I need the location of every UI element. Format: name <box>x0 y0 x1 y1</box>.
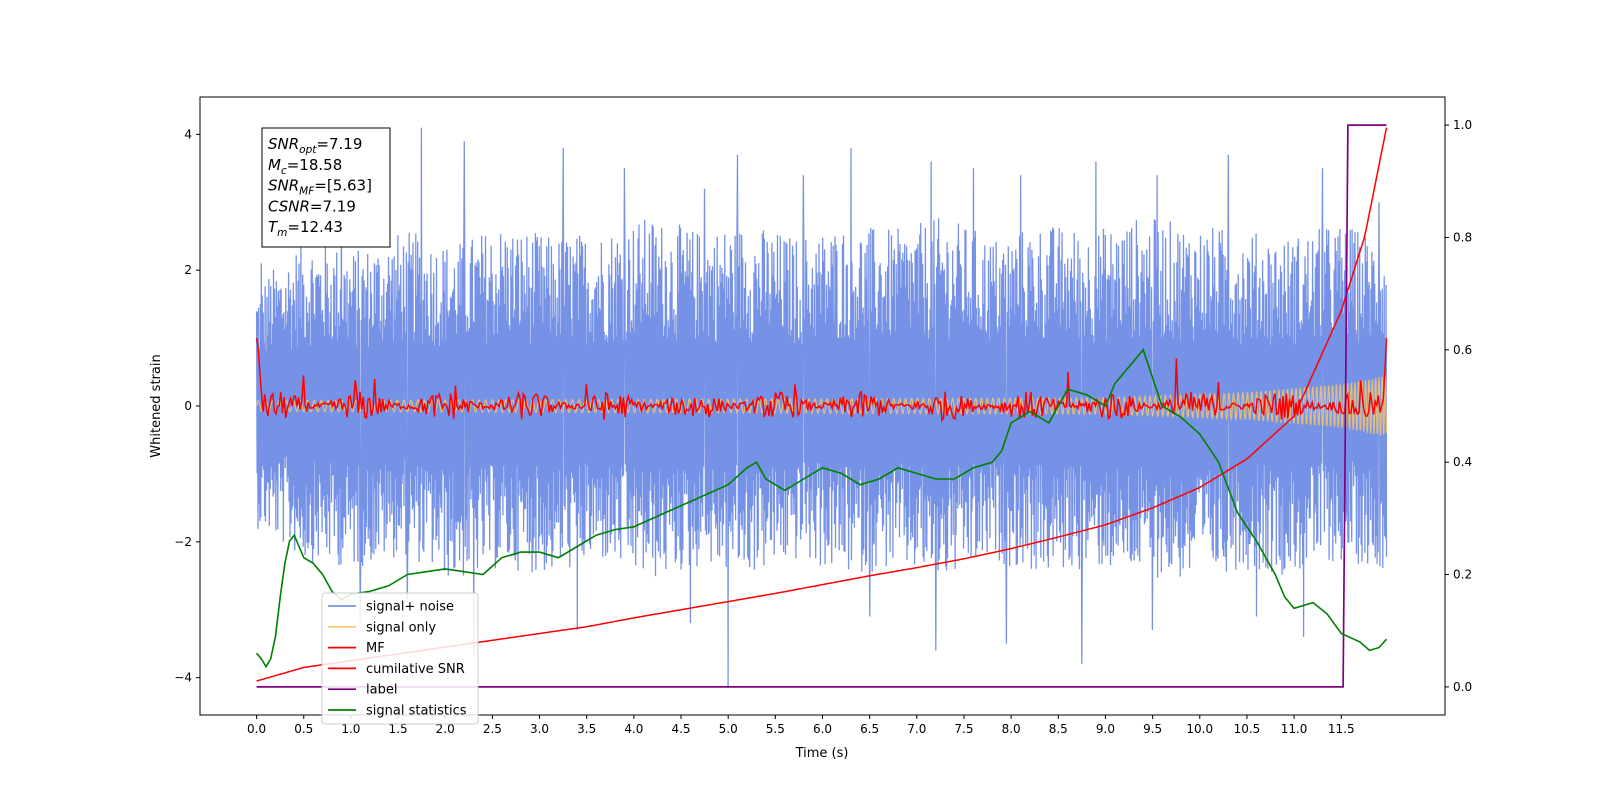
annotation-symbol: M <box>268 156 281 174</box>
x-tick-label: 5.5 <box>766 722 785 736</box>
x-tick-label: 3.5 <box>577 722 596 736</box>
annotation-line: CSNR=7.19 <box>268 197 356 215</box>
series-mf <box>255 337 1388 423</box>
x-tick-label: 5.0 <box>719 722 738 736</box>
annotation-symbol: T <box>268 218 279 236</box>
x-tick-label: 9.0 <box>1096 722 1115 736</box>
x-tick-label: 4.0 <box>624 722 643 736</box>
x-tick-label: 9.5 <box>1143 722 1162 736</box>
legend-label: label <box>366 683 397 698</box>
x-tick-label: 11.5 <box>1328 722 1355 736</box>
legend-label: MF <box>366 641 385 656</box>
annotation-symbol: SNR <box>268 177 299 195</box>
y2-tick-label: 0.6 <box>1453 343 1472 357</box>
legend: signal+ noise signal only MF cumilative SNR… <box>321 592 479 725</box>
annotation-value: =7.19 <box>310 197 356 215</box>
y2-tick-label: 0.8 <box>1453 230 1472 244</box>
y-tick-label: 2 <box>184 263 192 277</box>
x-tick-label: 8.0 <box>1002 722 1021 736</box>
x-tick-label: 1.5 <box>389 722 408 736</box>
y-tick-label: 4 <box>184 127 192 141</box>
y-tick-label: −4 <box>174 671 192 685</box>
x-tick-label: 2.0 <box>436 722 455 736</box>
x-tick-label: 10.5 <box>1234 722 1261 736</box>
y2-tick-label: 0.0 <box>1453 680 1472 694</box>
annotation-line: SNRopt=7.19 <box>268 135 362 156</box>
series-label <box>256 124 1387 688</box>
y2-tick-label: 1.0 <box>1453 118 1472 132</box>
x-tick-label: 1.0 <box>341 722 360 736</box>
x-tick-label: 0.0 <box>247 722 266 736</box>
annotation-symbol: CSNR <box>268 197 310 215</box>
y-tick-label: 0 <box>184 399 192 413</box>
y2-tick-label: 0.4 <box>1453 455 1472 469</box>
x-tick-label: 3.0 <box>530 722 549 736</box>
annotation-subscript: opt <box>299 144 317 156</box>
series-signal-only <box>256 376 1388 436</box>
x-axis-label: Time (s) <box>795 746 849 761</box>
annotation-value: =12.43 <box>287 218 343 236</box>
y-tick-label: −2 <box>174 535 192 549</box>
x-tick-label: 6.0 <box>813 722 832 736</box>
annotation-frame <box>261 127 391 248</box>
y2-axis-ticks: 1.0 0.8 0.6 0.4 0.2 0.0 <box>1445 118 1472 694</box>
legend-label: signal+ noise <box>366 600 454 615</box>
x-tick-label: 0.5 <box>294 722 313 736</box>
annotation-line: SNRMF=[5.63] <box>268 177 372 198</box>
y-axis-label: Whitened strain <box>149 354 164 457</box>
legend-frame <box>321 592 479 725</box>
series-signal-plus-noise <box>255 127 1388 688</box>
legend-label: signal statistics <box>366 704 467 719</box>
annotation-value: =[5.63] <box>314 177 372 195</box>
annotation-value: =7.19 <box>316 135 362 153</box>
x-tick-label: 2.5 <box>483 722 502 736</box>
y2-tick-label: 0.2 <box>1453 568 1472 582</box>
annotation-subscript: MF <box>299 186 315 198</box>
annotation-value: =18.58 <box>287 156 343 174</box>
legend-label: cumilative SNR <box>366 662 465 677</box>
x-tick-label: 6.5 <box>860 722 879 736</box>
annotation-line: Mc=18.58 <box>268 156 342 177</box>
x-tick-label: 7.5 <box>954 722 973 736</box>
x-tick-label: 8.5 <box>1049 722 1068 736</box>
x-axis-ticks: 0.0 0.5 1.0 1.5 2.0 2.5 3.0 3.5 4.0 4.5 5.0 5.5 6.0 6… <box>247 715 1355 736</box>
annotation-subscript: c <box>281 165 287 177</box>
annotation-subscript: m <box>277 227 287 239</box>
x-tick-label: 7.0 <box>907 722 926 736</box>
x-tick-label: 4.5 <box>671 722 690 736</box>
y-axis-ticks: 4 2 0 −2 −4 <box>174 127 200 685</box>
annotation-line: Tm=12.43 <box>268 218 343 239</box>
annotation-symbol: SNR <box>268 135 299 153</box>
stats-annotation-box: SNRopt=7.19Mc=18.58SNRMF=[5.63]CSNR=7.19… <box>261 127 391 248</box>
x-tick-label: 10.0 <box>1186 722 1213 736</box>
legend-label: signal only <box>366 620 436 635</box>
x-tick-label: 11.0 <box>1281 722 1308 736</box>
